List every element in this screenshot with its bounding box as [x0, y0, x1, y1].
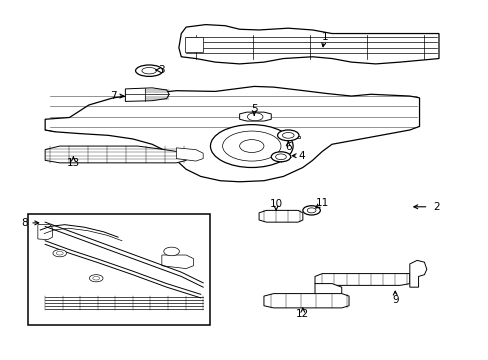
- Text: 3: 3: [158, 65, 165, 75]
- Polygon shape: [239, 112, 271, 121]
- Ellipse shape: [271, 152, 290, 162]
- Text: 6: 6: [285, 142, 291, 152]
- Ellipse shape: [53, 249, 66, 257]
- Ellipse shape: [89, 275, 103, 282]
- Polygon shape: [259, 210, 302, 222]
- Text: 4: 4: [298, 151, 305, 161]
- Ellipse shape: [135, 65, 163, 76]
- Ellipse shape: [93, 276, 100, 280]
- Polygon shape: [185, 37, 203, 52]
- Polygon shape: [314, 274, 409, 285]
- Polygon shape: [38, 225, 52, 240]
- Polygon shape: [409, 260, 426, 287]
- Ellipse shape: [247, 113, 263, 121]
- Polygon shape: [45, 86, 419, 182]
- Ellipse shape: [277, 130, 298, 141]
- Text: 9: 9: [391, 295, 398, 305]
- Polygon shape: [314, 284, 341, 306]
- Polygon shape: [45, 146, 186, 163]
- Text: 12: 12: [296, 309, 309, 319]
- Ellipse shape: [275, 154, 286, 159]
- Text: 7: 7: [110, 91, 116, 101]
- Polygon shape: [125, 88, 169, 102]
- Ellipse shape: [163, 247, 179, 256]
- Text: 1: 1: [321, 32, 327, 42]
- Text: 11: 11: [315, 198, 328, 208]
- Polygon shape: [179, 24, 438, 64]
- Text: 2: 2: [432, 202, 439, 212]
- Polygon shape: [176, 148, 203, 161]
- Ellipse shape: [222, 131, 281, 161]
- Ellipse shape: [282, 132, 293, 138]
- Polygon shape: [276, 136, 300, 138]
- Ellipse shape: [302, 206, 320, 215]
- Text: 10: 10: [269, 199, 282, 209]
- Text: 13: 13: [66, 158, 80, 168]
- Ellipse shape: [56, 251, 63, 255]
- Ellipse shape: [239, 140, 264, 153]
- Text: 8: 8: [21, 218, 28, 228]
- Polygon shape: [162, 255, 193, 269]
- Polygon shape: [264, 294, 348, 308]
- Ellipse shape: [210, 125, 292, 167]
- Text: 5: 5: [250, 104, 257, 114]
- Bar: [28, 214, 210, 325]
- Ellipse shape: [306, 208, 315, 213]
- Ellipse shape: [142, 67, 156, 74]
